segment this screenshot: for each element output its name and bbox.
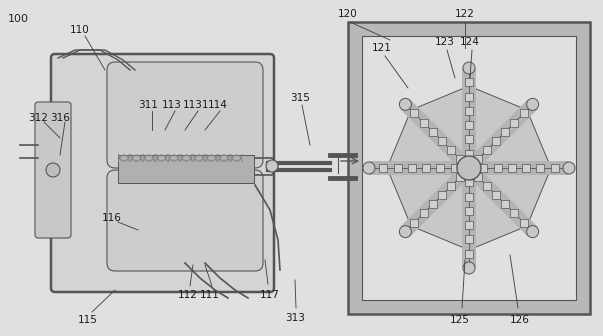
Bar — [450, 164, 459, 172]
Bar — [348, 22, 590, 314]
Bar — [438, 191, 446, 199]
Bar — [429, 128, 437, 136]
Text: 112: 112 — [178, 290, 198, 300]
Polygon shape — [387, 168, 456, 226]
Bar — [408, 164, 416, 172]
Bar — [551, 164, 559, 172]
Bar — [429, 200, 437, 208]
Bar — [379, 164, 387, 172]
Bar — [465, 150, 473, 158]
Polygon shape — [411, 86, 469, 155]
Bar — [474, 173, 482, 181]
Text: 115: 115 — [78, 315, 98, 325]
Text: 113: 113 — [162, 100, 182, 110]
Polygon shape — [469, 181, 527, 250]
FancyBboxPatch shape — [35, 102, 71, 238]
Text: 111: 111 — [200, 290, 220, 300]
Circle shape — [399, 226, 411, 238]
Bar — [465, 107, 473, 115]
Bar — [420, 119, 428, 127]
Bar — [465, 135, 473, 143]
Text: 123: 123 — [435, 37, 455, 47]
Circle shape — [266, 160, 278, 172]
Text: 124: 124 — [460, 37, 480, 47]
Bar — [522, 164, 530, 172]
Bar — [501, 200, 510, 208]
Text: 120: 120 — [338, 9, 358, 19]
Polygon shape — [469, 86, 527, 155]
Bar — [465, 178, 473, 186]
Bar — [520, 218, 528, 226]
Bar — [501, 128, 510, 136]
Bar — [465, 193, 473, 201]
Bar — [465, 221, 473, 229]
Text: 110: 110 — [70, 25, 90, 35]
Bar — [437, 164, 444, 172]
Text: 125: 125 — [450, 315, 470, 325]
Text: 121: 121 — [372, 43, 392, 53]
Bar — [447, 146, 455, 154]
Bar — [511, 119, 519, 127]
Bar — [465, 78, 473, 86]
Circle shape — [526, 98, 538, 110]
Bar — [479, 164, 487, 172]
Circle shape — [363, 162, 375, 174]
Bar — [494, 164, 502, 172]
FancyBboxPatch shape — [51, 54, 274, 292]
Bar — [465, 93, 473, 100]
Circle shape — [463, 262, 475, 274]
Bar — [411, 110, 418, 118]
Bar — [474, 155, 482, 163]
Bar — [411, 218, 418, 226]
Polygon shape — [482, 110, 551, 168]
Bar — [447, 182, 455, 190]
Text: 316: 316 — [50, 113, 70, 123]
Bar — [394, 164, 402, 172]
Polygon shape — [411, 181, 469, 250]
Text: 1131: 1131 — [183, 100, 209, 110]
Bar — [118, 155, 254, 183]
Bar — [456, 155, 464, 163]
Bar — [492, 137, 500, 145]
Text: 311: 311 — [138, 100, 158, 110]
Bar — [465, 250, 473, 258]
FancyBboxPatch shape — [107, 170, 263, 271]
Bar — [420, 209, 428, 217]
Bar — [465, 121, 473, 129]
Bar — [520, 110, 528, 118]
Bar — [456, 173, 464, 181]
Bar — [492, 191, 500, 199]
Text: 117: 117 — [260, 290, 280, 300]
Polygon shape — [482, 168, 551, 226]
Bar — [483, 182, 491, 190]
Text: 114: 114 — [208, 100, 228, 110]
Bar — [362, 36, 576, 300]
Bar — [508, 164, 516, 172]
Text: 100: 100 — [8, 14, 29, 24]
Bar — [483, 146, 491, 154]
Bar — [465, 236, 473, 243]
Bar — [537, 164, 545, 172]
FancyBboxPatch shape — [107, 62, 263, 168]
Circle shape — [526, 226, 538, 238]
Polygon shape — [387, 110, 456, 168]
Circle shape — [463, 62, 475, 74]
Text: 313: 313 — [285, 313, 305, 323]
Bar — [422, 164, 430, 172]
Circle shape — [46, 163, 60, 177]
Circle shape — [563, 162, 575, 174]
Circle shape — [399, 98, 411, 110]
Text: 312: 312 — [28, 113, 48, 123]
Bar — [511, 209, 519, 217]
Bar — [438, 137, 446, 145]
Bar — [465, 207, 473, 215]
Circle shape — [457, 156, 481, 180]
Text: 116: 116 — [102, 213, 122, 223]
Text: 126: 126 — [510, 315, 530, 325]
Text: 315: 315 — [290, 93, 310, 103]
Text: 122: 122 — [455, 9, 475, 19]
